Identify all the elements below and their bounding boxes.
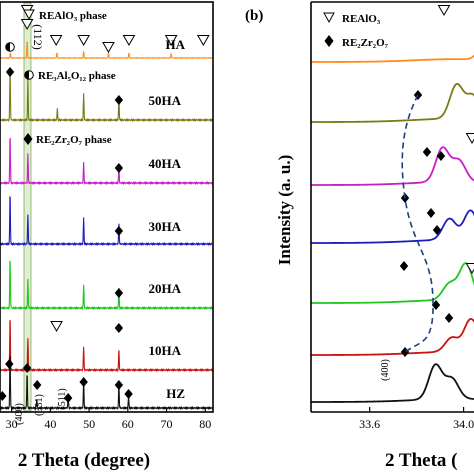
legend-markers	[5, 9, 35, 145]
diamond-marker-icon	[426, 208, 436, 218]
diamond-marker-icon	[114, 95, 124, 105]
diamond-marker-icon	[124, 389, 133, 399]
zoom-trace-30ha	[311, 209, 474, 244]
xrd-trace-30ha	[0, 195, 214, 247]
hkl-511-label: (511)	[57, 388, 68, 409]
triangle-marker-icon	[102, 42, 115, 53]
legend-triangle-icon	[23, 9, 35, 21]
series-label-10ha: 10HA	[149, 343, 182, 358]
x-tick-label: 33.6	[359, 417, 380, 431]
diamond-marker-icon	[114, 380, 124, 390]
diamond-marker-icon	[114, 226, 124, 236]
triangle-marker-icon	[50, 321, 63, 332]
zoom-trace-hz	[311, 363, 474, 403]
xrd-trace-hz	[0, 355, 214, 411]
diamond-marker-icon	[5, 67, 15, 77]
zoom-trace-10ha	[311, 317, 474, 356]
diamond-marker-icon	[0, 391, 7, 401]
series-label-40ha: 40HA	[149, 156, 182, 171]
diamond-marker-icon	[436, 151, 446, 161]
diamond-marker-icon	[63, 393, 73, 403]
hkl-400-label: (400)	[14, 403, 25, 425]
legend-triangle-icon-b	[323, 12, 335, 24]
triangle-marker-icon	[122, 35, 136, 46]
x-tick-label: 80	[199, 417, 211, 431]
diamond-marker-icon	[444, 313, 454, 323]
diamond-marker-icon	[79, 377, 88, 387]
x-tick-label: 40	[44, 417, 56, 431]
series-label-50ha: 50HA	[149, 93, 182, 108]
legend-re2zr2o7-b: RE₂Zr₂O₇	[342, 37, 389, 49]
triangle-marker-icon	[437, 5, 451, 16]
diamond-marker-icon	[400, 347, 410, 357]
legend-diamond-icon	[23, 133, 33, 145]
xrd-trace-ha	[0, 41, 213, 60]
hkl-112-label: (112)	[31, 24, 45, 50]
diamond-marker-icon	[422, 147, 432, 157]
halfcircle-marker-icon	[5, 42, 15, 52]
zoom-trace-50ha	[311, 82, 474, 123]
x-tick-label: 30	[6, 417, 18, 431]
legend-realo3: REAlO₃ phase	[39, 10, 107, 22]
series-label-30ha: 30HA	[149, 219, 182, 234]
zoom-trace-ha	[311, 54, 474, 63]
diamond-marker-icon	[22, 363, 32, 373]
xrd-trace-10ha	[0, 320, 214, 373]
x-tick-label: 60	[122, 417, 134, 431]
diamond-marker-icon	[114, 323, 124, 333]
zoom-trace-40ha	[311, 146, 474, 186]
plot-frame	[0, 1, 214, 413]
legend-diamond-icon-b	[324, 35, 334, 47]
panel-b-label: (b)	[245, 8, 263, 24]
diamond-marker-icon	[32, 380, 42, 390]
xrd-trace-50ha	[0, 71, 214, 123]
hkl-331-label: (331)	[34, 394, 45, 416]
legend-re2zr2o7: RE₂Zr₂O₇ phase	[36, 134, 112, 146]
legend-re3al5: RE₃Al₅O₁₂ phase	[38, 70, 116, 82]
diamond-marker-icon	[5, 359, 14, 369]
panel-b: (b) Intensity (a. u.) 33.6 34.0 2 Theta (…	[245, 1, 474, 471]
panel-a: 30 40 50 60 70 80 2 Theta (degree) REAlO₃ pha…	[0, 1, 214, 471]
peak-shift-guide	[401, 94, 434, 353]
x-axis-label-b: 2 Theta (	[385, 450, 457, 471]
x-axis-label: 2 Theta (degree)	[18, 450, 150, 471]
triangle-marker-icon	[49, 35, 63, 46]
legend-halfcircle-icon	[24, 70, 34, 80]
diamond-marker-icon	[432, 225, 442, 235]
diamond-marker-icon	[114, 288, 124, 298]
series-label-hz: HZ	[166, 386, 185, 401]
series-label-ha: HA	[166, 37, 186, 52]
diamond-marker-icon	[431, 300, 441, 310]
y-axis-label: Intensity (a. u.)	[275, 155, 294, 266]
x-tick-label: 50	[83, 417, 95, 431]
triangle-marker-icon	[20, 19, 34, 30]
triangle-marker-icon	[465, 263, 474, 274]
triangle-marker-icon	[196, 35, 210, 46]
triangle-marker-icon	[77, 35, 91, 46]
triangle-marker-icon	[465, 133, 474, 144]
triangle-marker-icon	[164, 35, 178, 46]
zoom-trace-20ha	[311, 262, 474, 304]
series-label-20ha: 20HA	[149, 281, 182, 296]
xrd-trace-20ha	[0, 260, 214, 311]
x-tick-label: 70	[161, 417, 173, 431]
x-tick-label: 34.0	[453, 417, 474, 431]
diamond-marker-icon	[399, 261, 409, 271]
highlight-band	[23, 2, 32, 412]
xrd-trace-40ha	[0, 137, 214, 186]
hkl-400-label-b: (400)	[380, 359, 391, 381]
legend-realo3-b: REAlO₃	[342, 13, 381, 25]
diamond-marker-icon	[114, 163, 124, 173]
